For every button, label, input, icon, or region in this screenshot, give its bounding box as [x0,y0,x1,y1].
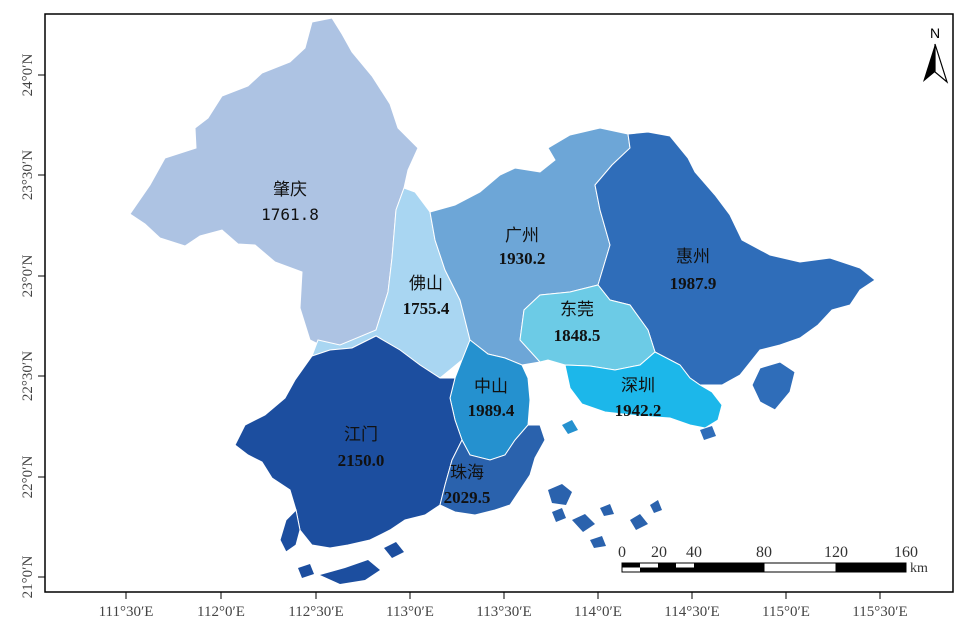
region-zhaoqing [129,17,419,351]
label-guangzhou-name: 广州 [505,226,539,246]
label-shenzhen-value: 1942.2 [615,401,662,420]
y-tick-label: 23°30′N [20,150,36,200]
region-huizhou-islet [751,361,796,411]
north-arrow-label: N [930,25,940,41]
region-jiangmen [234,335,463,549]
region-jiangmen-tail [279,508,301,553]
region-zhuhai [439,424,546,516]
y-tick-label: 24°0′N [20,54,36,97]
x-tick-label: 113°30′E [476,604,531,620]
label-huizhou-value: 1987.9 [670,274,717,293]
label-zhuhai-value: 2029.5 [444,488,491,507]
y-axis: 24°0′N 23°30′N 23°0′N 22°30′N 22°0′N 21°… [20,54,45,599]
label-zhuhai-name: 珠海 [450,463,484,483]
y-tick-label: 22°30′N [20,351,36,401]
scale-label: 120 [824,544,848,561]
x-tick-label: 115°30′E [852,604,907,620]
label-jiangmen-name: 江门 [344,425,378,445]
scale-label: 20 [651,544,667,561]
scale-label: 80 [756,544,772,561]
scale-label: 40 [686,544,702,561]
x-tick-label: 113°0′E [386,604,434,620]
label-zhongshan-name: 中山 [474,377,508,397]
label-huizhou-name: 惠州 [676,247,710,267]
scale-bar: 0 20 40 80 120 160 km [618,544,928,576]
x-tick-label: 112°30′E [288,604,343,620]
map-frame [44,13,954,593]
label-foshan-value: 1755.4 [403,299,450,318]
label-zhongshan-value: 1989.4 [468,401,515,420]
label-zhaoqing-name: 肇庆 [273,180,307,200]
scale-label: 0 [618,544,626,561]
label-guangzhou-value: 1930.2 [499,249,546,268]
y-tick-label: 21°0′N [20,556,36,599]
label-dongguan-name: 东莞 [560,300,594,320]
x-axis: 111°30′E 112°0′E 112°30′E 113°0′E 113°30… [99,592,908,620]
x-tick-label: 114°30′E [664,604,719,620]
label-zhaoqing-value: 1761.8 [261,205,319,224]
scale-unit: km [910,561,928,576]
x-tick-label: 111°30′E [99,604,154,620]
label-shenzhen-name: 深圳 [621,376,655,396]
label-jiangmen-value: 2150.0 [338,451,385,470]
north-arrow-icon [923,44,935,82]
region-shenzhen [564,351,723,429]
x-tick-label: 112°0′E [197,604,245,620]
y-tick-label: 22°0′N [20,456,36,499]
islands [298,420,716,584]
x-tick-label: 114°0′E [574,604,622,620]
scale-label: 160 [894,544,918,561]
north-arrow: N [923,25,949,84]
region-huizhou [594,131,876,386]
label-foshan-name: 佛山 [409,274,443,294]
label-dongguan-value: 1848.5 [554,326,601,345]
x-tick-label: 115°0′E [762,604,810,620]
y-tick-label: 23°0′N [20,255,36,298]
